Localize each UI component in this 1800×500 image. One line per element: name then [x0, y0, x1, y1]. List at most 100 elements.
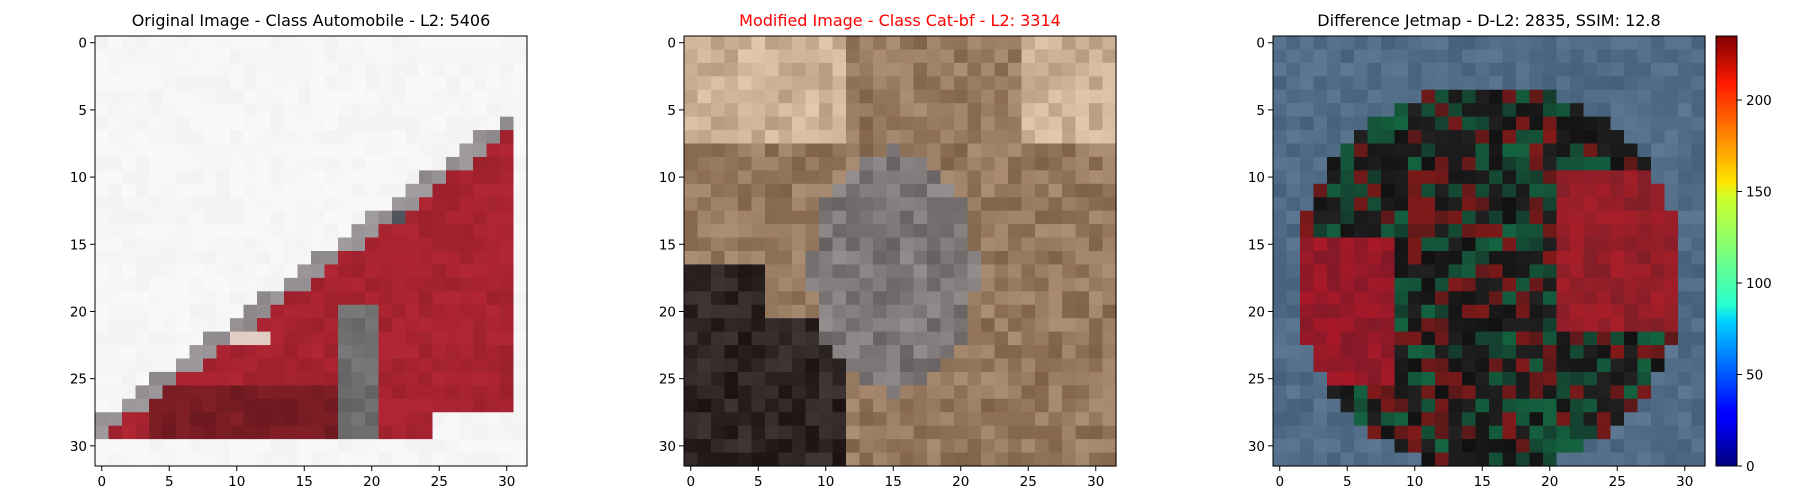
pixel — [751, 425, 766, 440]
pixel — [1035, 183, 1050, 198]
pixel — [500, 251, 515, 266]
pixel — [751, 439, 766, 454]
pixel — [1502, 183, 1517, 198]
pixel — [122, 156, 137, 171]
pixel — [162, 170, 177, 185]
pixel — [846, 156, 861, 171]
pixel — [1691, 331, 1706, 346]
pixel — [162, 277, 177, 292]
pixel — [446, 103, 461, 118]
pixel — [1273, 398, 1288, 413]
pixel — [500, 439, 515, 454]
pixel — [846, 425, 861, 440]
pixel — [900, 210, 915, 225]
pixel — [1075, 345, 1090, 360]
pixel — [1089, 130, 1104, 145]
pixel — [873, 264, 888, 279]
pixel — [697, 412, 712, 427]
pixel — [162, 76, 177, 91]
pixel — [1435, 371, 1450, 386]
pixel — [1089, 62, 1104, 77]
pixel — [284, 170, 299, 185]
pixel — [1048, 277, 1063, 292]
pixel — [1435, 237, 1450, 252]
axes-frame-original — [94, 35, 528, 467]
pixel — [765, 291, 780, 306]
pixel — [1637, 264, 1652, 279]
pixel — [1678, 36, 1693, 51]
pixel — [1340, 62, 1355, 77]
pixel — [1102, 277, 1117, 292]
pixel — [832, 143, 847, 158]
pixel — [243, 304, 258, 319]
pixel — [1421, 425, 1436, 440]
pixel — [95, 425, 110, 440]
pixel — [1089, 304, 1104, 319]
pixel — [967, 251, 982, 266]
pixel — [1367, 210, 1382, 225]
pixel — [1327, 331, 1342, 346]
pixel — [1678, 371, 1693, 386]
pixel — [1075, 425, 1090, 440]
pixel — [1421, 345, 1436, 360]
pixel — [792, 425, 807, 440]
pixel — [1570, 277, 1585, 292]
pixel — [900, 331, 915, 346]
pixel — [1048, 143, 1063, 158]
pixel — [1624, 412, 1639, 427]
pixel — [176, 358, 191, 373]
pixel — [257, 143, 272, 158]
pixel — [324, 331, 339, 346]
pixel — [405, 210, 420, 225]
pixel — [940, 439, 955, 454]
pixel — [846, 197, 861, 212]
pixel — [697, 304, 712, 319]
x-tick-label: 25 — [1020, 474, 1037, 490]
pixel — [1651, 62, 1666, 77]
pixel — [1062, 291, 1077, 306]
pixel — [859, 277, 874, 292]
pixel — [500, 452, 515, 467]
pixel — [311, 264, 326, 279]
pixel — [1475, 237, 1490, 252]
pixel — [913, 358, 928, 373]
pixel — [432, 304, 447, 319]
pixel — [886, 62, 901, 77]
pixel — [846, 76, 861, 91]
pixel — [419, 197, 434, 212]
pixel — [513, 62, 528, 77]
pixel — [351, 116, 366, 131]
pixel — [1489, 49, 1504, 64]
pixel — [486, 49, 501, 64]
pixel — [1556, 291, 1571, 306]
pixel — [751, 183, 766, 198]
pixel — [738, 130, 753, 145]
pixel — [711, 36, 726, 51]
pixel — [351, 345, 366, 360]
pixel — [162, 398, 177, 413]
pixel — [1408, 304, 1423, 319]
pixel — [216, 36, 231, 51]
pixel — [954, 385, 969, 400]
pixel — [1273, 425, 1288, 440]
pixel — [819, 371, 834, 386]
pixel — [270, 439, 285, 454]
pixel — [230, 237, 245, 252]
pixel — [1089, 103, 1104, 118]
pixel — [697, 452, 712, 467]
pixel — [297, 371, 312, 386]
pixel — [1529, 277, 1544, 292]
pixel — [270, 371, 285, 386]
x-tick-label: 5 — [754, 474, 763, 490]
pixel — [832, 358, 847, 373]
y-tick-label: 25 — [70, 372, 87, 388]
pixel — [1102, 425, 1117, 440]
pixel — [1089, 36, 1104, 51]
pixel — [1421, 130, 1436, 145]
pixel — [900, 452, 915, 467]
pixel — [432, 412, 447, 427]
pixel — [819, 398, 834, 413]
pixel — [1637, 452, 1652, 467]
pixel — [927, 116, 942, 131]
x-tick-label: 5 — [165, 474, 174, 490]
